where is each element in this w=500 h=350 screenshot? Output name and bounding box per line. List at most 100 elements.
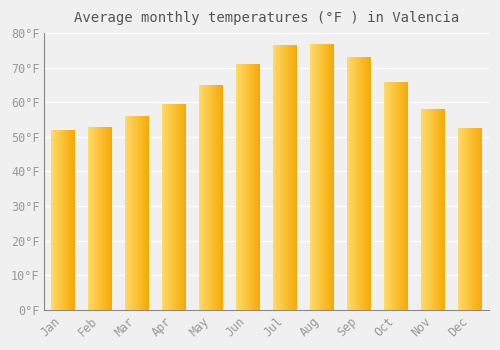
Bar [222,85,223,310]
Bar [428,109,430,310]
Bar [68,130,70,310]
Bar [459,128,460,310]
Bar [166,104,167,310]
Bar [476,128,477,310]
Bar [464,128,465,310]
Bar [108,127,109,310]
Bar [362,57,364,310]
Bar [295,45,296,310]
Bar [89,127,90,310]
Bar [54,130,55,310]
Bar [273,45,274,310]
Bar [442,109,443,310]
Bar [63,130,64,310]
Bar [204,85,206,310]
Bar [353,57,354,310]
Bar [472,128,473,310]
Bar [274,45,275,310]
Bar [443,109,444,310]
Bar [281,45,282,310]
Bar [95,127,96,310]
Bar [282,45,283,310]
Bar [319,44,320,310]
Bar [310,44,311,310]
Bar [134,116,136,310]
Bar [477,128,478,310]
Bar [98,127,100,310]
Bar [171,104,172,310]
Bar [320,44,322,310]
Bar [290,45,291,310]
Bar [144,116,145,310]
Bar [210,85,211,310]
Bar [276,45,277,310]
Bar [200,85,202,310]
Bar [283,45,284,310]
Bar [436,109,438,310]
Bar [311,44,312,310]
Bar [388,82,389,310]
Bar [106,127,108,310]
Bar [141,116,142,310]
Bar [59,130,60,310]
Bar [182,104,183,310]
Bar [439,109,440,310]
Bar [289,45,290,310]
Bar [404,82,405,310]
Bar [168,104,170,310]
Bar [175,104,176,310]
Bar [93,127,94,310]
Bar [237,64,238,310]
Bar [402,82,403,310]
Bar [460,128,461,310]
Bar [179,104,180,310]
Bar [133,116,134,310]
Bar [400,82,401,310]
Bar [398,82,400,310]
Bar [105,127,106,310]
Bar [473,128,474,310]
Bar [312,44,314,310]
Bar [386,82,388,310]
Bar [434,109,435,310]
Bar [368,57,369,310]
Bar [202,85,203,310]
Bar [401,82,402,310]
Bar [327,44,328,310]
Bar [463,128,464,310]
Bar [110,127,112,310]
Bar [277,45,278,310]
Bar [248,64,249,310]
Bar [129,116,130,310]
Bar [176,104,178,310]
Bar [440,109,442,310]
Bar [162,104,163,310]
Bar [146,116,148,310]
Bar [203,85,204,310]
Bar [220,85,221,310]
Bar [426,109,427,310]
Bar [481,128,482,310]
Bar [349,57,350,310]
Bar [469,128,470,310]
Bar [71,130,72,310]
Bar [66,130,67,310]
Bar [278,45,279,310]
Bar [167,104,168,310]
Bar [103,127,104,310]
Bar [218,85,219,310]
Bar [323,44,324,310]
Bar [423,109,424,310]
Bar [468,128,469,310]
Bar [365,57,366,310]
Bar [199,85,200,310]
Bar [101,127,102,310]
Bar [64,130,66,310]
Bar [51,130,52,310]
Bar [257,64,258,310]
Bar [254,64,256,310]
Bar [280,45,281,310]
Bar [246,64,248,310]
Bar [104,127,105,310]
Bar [99,127,100,310]
